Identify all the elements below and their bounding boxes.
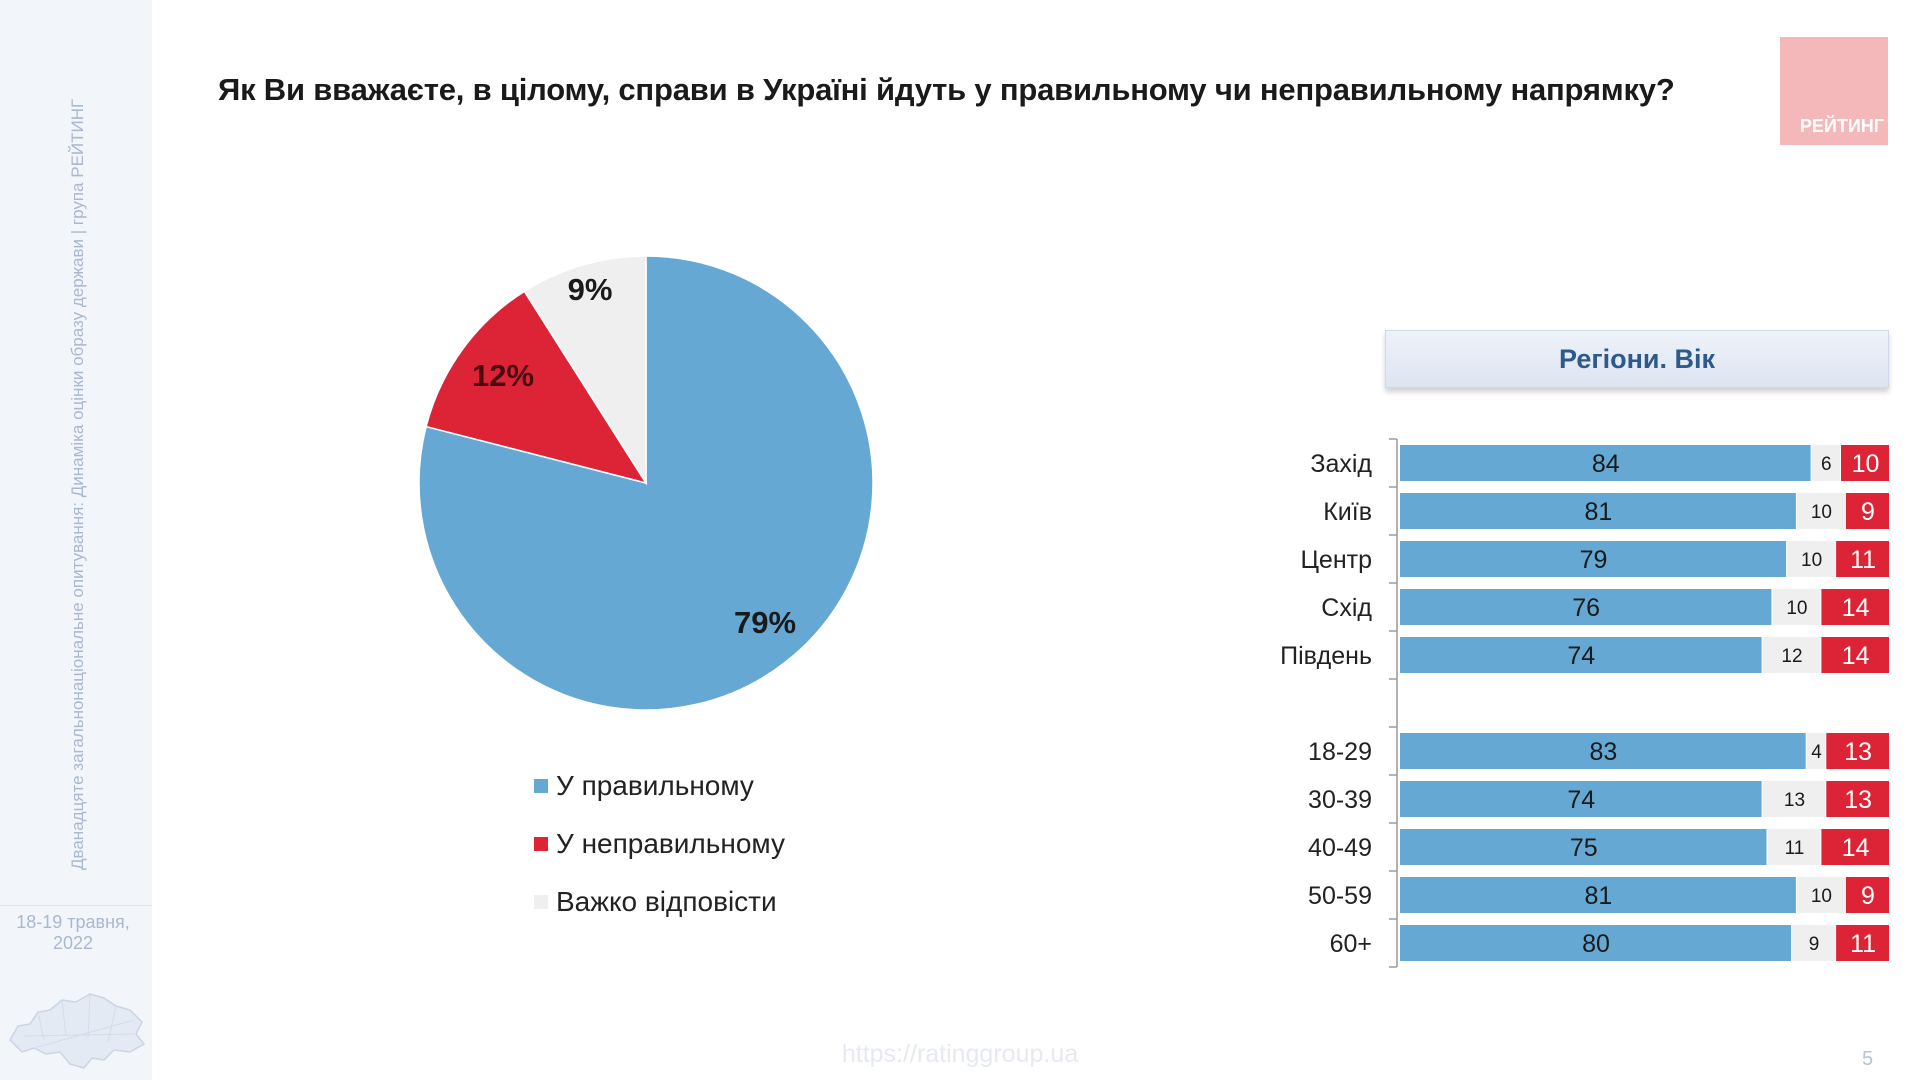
legend-label-right: У правильному [556,770,754,801]
bar-segment-wrong [1821,589,1889,625]
bar-segment-hard [1806,733,1826,769]
bar-value-label-hard: 4 [1811,742,1822,763]
bar-segment-hard [1787,541,1836,577]
bar-segment-wrong [1821,637,1889,673]
regions-age-header-label: Регіони. Вік [1558,344,1715,374]
bar-segment-hard [1772,589,1821,625]
bar-segment-wrong [1826,733,1889,769]
logo-text: РЕЙТИНГ [1799,116,1884,136]
bar-value-label-right: 80 [1582,930,1610,958]
category-label: Київ [1323,498,1372,526]
legend-label-wrong: У неправильному [556,828,785,859]
category-label: Центр [1300,546,1372,574]
bar-value-label-hard: 10 [1811,886,1832,907]
bar-segment-hard [1796,877,1845,913]
page-title: Як Ви вважаєте, в цілому, справи в Украї… [218,72,1675,107]
sidebar-divider [0,905,152,906]
bar-segment-right [1400,733,1806,769]
regions-age-header: Регіони. Вік [1385,330,1889,388]
bar-segment-right [1400,877,1796,913]
bar-segment-hard [1792,925,1836,961]
legend-swatch-right [534,779,548,793]
bar-segment-wrong [1821,829,1889,865]
bar-value-label-right: 76 [1572,594,1600,622]
bar-segment-wrong [1845,493,1889,529]
footer-url: https://ratinggroup.ua [841,1040,1079,1068]
bar-segment-wrong [1836,541,1889,577]
bar-value-label-wrong: 10 [1852,450,1880,478]
bar-value-label-hard: 12 [1781,646,1802,667]
bar-segment-wrong [1841,445,1889,481]
bar-value-label-hard: 11 [1785,838,1805,859]
bar-segment-right [1400,445,1811,481]
bar-segment-right [1400,589,1772,625]
bar-value-label-right: 81 [1585,882,1613,910]
bar-segment-right [1400,637,1762,673]
ukraine-map-icon [9,993,146,1069]
bar-segment-wrong [1845,877,1889,913]
pie-slice-hard [523,255,647,486]
bar-segment-hard [1811,445,1840,481]
bar-value-label-hard: 10 [1786,598,1807,619]
bar-segment-hard [1796,493,1845,529]
bar-value-label-wrong: 9 [1861,882,1875,910]
bar-value-label-wrong: 11 [1850,930,1876,958]
legend-swatch-wrong [534,837,548,851]
legend-swatch-hard [534,895,548,909]
pie-value-label-wrong: 12% [472,358,534,393]
pie-value-label-hard: 9% [568,272,613,307]
sidebar: Дванадцяте загальнонаціональне опитуванн… [0,0,152,1080]
bar-value-label-right: 79 [1580,546,1608,574]
bar-segment-right [1400,925,1791,961]
category-label: 18-29 [1308,738,1372,766]
bar-value-label-wrong: 14 [1842,594,1870,622]
bar-value-label-hard: 10 [1801,550,1822,571]
bar-value-label-wrong: 14 [1842,834,1870,862]
bar-segment-hard [1762,637,1821,673]
bar-value-label-wrong: 9 [1861,498,1875,526]
category-label: Захід [1310,450,1372,478]
legend-item-wrong: У неправильному [534,824,785,864]
bar-segment-right [1400,541,1787,577]
bar-value-label-wrong: 14 [1842,642,1870,670]
page-number: 5 [1862,1048,1874,1070]
bar-value-label-hard: 6 [1821,454,1832,475]
bar-value-label-right: 83 [1589,738,1617,766]
bar-segment-hard [1767,829,1821,865]
pie-slice-wrong [425,290,648,485]
bar-value-label-right: 74 [1567,786,1595,814]
bar-segment-right [1400,829,1767,865]
rating-logo: РЕЙТИНГ [1780,37,1888,145]
bar-value-label-right: 74 [1567,642,1595,670]
bar-segment-wrong [1826,781,1889,817]
category-label: 40-49 [1308,834,1372,862]
bar-value-label-right: 84 [1592,450,1620,478]
bar-value-label-hard: 13 [1784,790,1805,811]
legend-item-right: У правильному [534,766,754,806]
bar-segment-hard [1762,781,1826,817]
category-label: Південь [1280,642,1372,670]
bar-value-label-hard: 9 [1809,934,1820,955]
bar-value-label-right: 81 [1585,498,1613,526]
legend-label-hard: Важко відповісти [556,886,777,917]
category-label: Схід [1321,594,1372,622]
pie-value-label-right: 79% [734,605,796,640]
survey-date: 18-19 травня, 2022 [16,912,130,953]
category-label: 30-39 [1308,786,1372,814]
bar-segment-right [1400,781,1762,817]
legend-item-hard: Важко відповісти [534,882,777,922]
bar-segment-wrong [1836,925,1889,961]
bar-value-label-wrong: 13 [1844,738,1872,766]
category-label: 50-59 [1308,882,1372,910]
category-label: 60+ [1330,930,1372,958]
bar-value-label-hard: 10 [1811,502,1832,523]
bar-value-label-wrong: 13 [1844,786,1872,814]
bar-segment-right [1400,493,1796,529]
bar-value-label-wrong: 11 [1850,546,1876,574]
bar-value-label-right: 75 [1570,834,1598,862]
